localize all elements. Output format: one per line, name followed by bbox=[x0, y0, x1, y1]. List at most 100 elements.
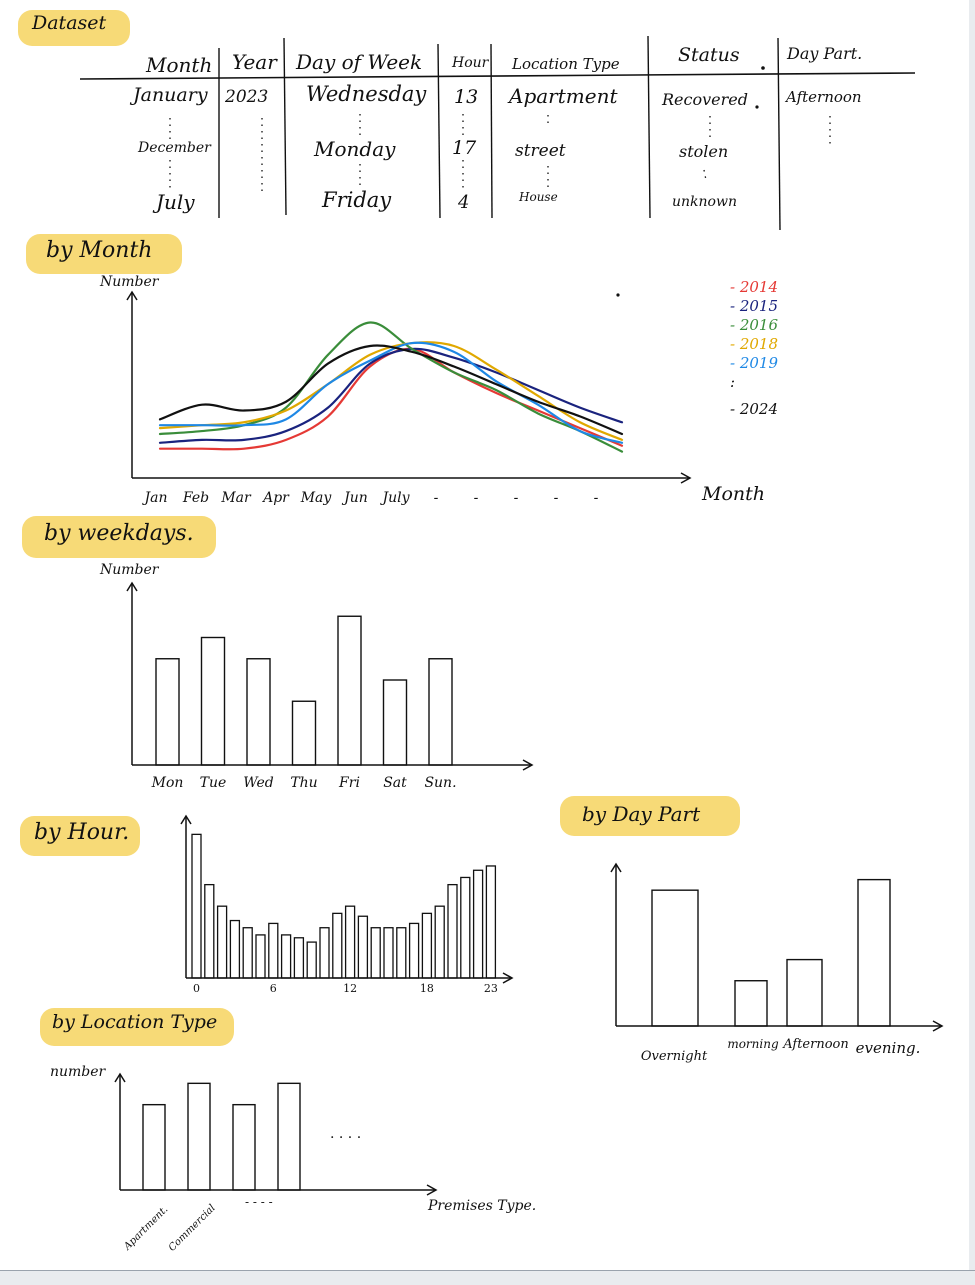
month-x-label: Month bbox=[701, 483, 765, 505]
cell-dow-r3: Friday bbox=[322, 188, 392, 212]
month-legend-entry: - 2016 bbox=[730, 316, 778, 334]
daypart-tick-label: evening. bbox=[856, 1039, 921, 1057]
hour-bar bbox=[344, 905, 356, 979]
col-header-location-type: Location Type bbox=[512, 55, 620, 73]
cell-month-r2: December bbox=[138, 140, 211, 156]
daypart-bar bbox=[734, 980, 768, 1027]
hour-bar bbox=[293, 937, 305, 979]
window-edge-right bbox=[969, 0, 975, 1285]
hour-bar bbox=[408, 922, 420, 979]
month-tick-label: - bbox=[594, 490, 599, 506]
month-legend-entry: - 2018 bbox=[730, 335, 778, 353]
weekday-tick-label: Sat bbox=[383, 775, 407, 791]
daypart-section-highlight bbox=[560, 796, 740, 836]
location-x-label: Premises Type. bbox=[427, 1198, 536, 1214]
hour-bar-chart: 0 6 12 18 23 bbox=[180, 814, 514, 995]
location-bar bbox=[142, 1103, 166, 1191]
month-tick-label: May bbox=[300, 490, 333, 506]
hour-chart-y-arrow bbox=[180, 814, 192, 825]
hour-tick-label: 18 bbox=[420, 982, 434, 995]
month-tick-label: - bbox=[554, 490, 559, 506]
daypart-bar bbox=[651, 889, 699, 1027]
hour-section-title: by Hour. bbox=[34, 820, 130, 845]
month-y-label: Number bbox=[99, 274, 160, 290]
cell-dow-r1: Wednesday bbox=[306, 82, 427, 106]
weekday-chart-x-arrow bbox=[522, 759, 534, 771]
month-series-line-2016 bbox=[158, 321, 624, 453]
cell-dow-r2: Monday bbox=[314, 137, 396, 161]
weekday-bar-chart: Number Mon Tue Wed Thu Fri Sat Sun. bbox=[99, 562, 534, 791]
hour-bar bbox=[332, 912, 343, 979]
hour-chart-x-arrow bbox=[502, 972, 514, 984]
month-legend-entry: : bbox=[730, 373, 735, 391]
col-header-month: Month bbox=[146, 53, 213, 77]
location-more-ticks: - - - - bbox=[245, 1195, 273, 1209]
hour-bar bbox=[485, 865, 497, 979]
cell-loc-r2: street bbox=[515, 141, 566, 161]
location-y-label: number bbox=[50, 1064, 107, 1080]
weekday-tick-label: Sun. bbox=[424, 775, 456, 791]
cell-loc-r3: House bbox=[519, 190, 558, 204]
hour-bar bbox=[229, 919, 241, 979]
dataset-title: Dataset bbox=[32, 12, 107, 34]
cell-hour-r2: 17 bbox=[452, 137, 477, 159]
month-legend-entry: - 2014 bbox=[730, 278, 778, 296]
hour-section-highlight bbox=[20, 816, 140, 856]
daypart-chart-y-arrow bbox=[610, 862, 622, 873]
cell-year-r1: 2023 bbox=[225, 87, 269, 107]
weekday-tick-label: Thu bbox=[290, 775, 317, 791]
cell-status-r2: stolen bbox=[679, 142, 729, 161]
hour-bar bbox=[447, 883, 458, 979]
hour-tick-label: 6 bbox=[270, 982, 277, 995]
cell-status-r3: unknown bbox=[672, 194, 737, 210]
month-tick-label: July bbox=[379, 490, 410, 506]
cell-month-r1: January bbox=[133, 84, 208, 106]
hour-bar bbox=[268, 922, 279, 979]
col-header-year: Year bbox=[232, 50, 277, 74]
location-section-title: by Location Type bbox=[52, 1011, 218, 1033]
hour-bar bbox=[255, 934, 266, 979]
location-ellipsis: . . . . bbox=[330, 1126, 361, 1142]
hour-bar bbox=[216, 905, 228, 979]
hour-bar bbox=[370, 927, 381, 979]
month-tick-label: Apr bbox=[261, 490, 290, 506]
month-series-line-2014 bbox=[158, 347, 624, 451]
weekday-bar bbox=[382, 679, 408, 766]
month-tick-label: Mar bbox=[220, 490, 252, 506]
month-tick-label: Feb bbox=[182, 490, 209, 506]
hour-tick-label: 12 bbox=[343, 982, 357, 995]
hour-bar bbox=[421, 912, 433, 979]
weekday-tick-label: Wed bbox=[243, 775, 274, 791]
weekday-bar bbox=[291, 700, 317, 766]
hour-tick-label: 23 bbox=[484, 982, 498, 995]
month-legend-entry: - 2024 bbox=[730, 400, 778, 418]
month-stray-dot bbox=[616, 293, 620, 297]
col-header-day-of-week: Day of Week bbox=[296, 50, 423, 74]
window-edge-line bbox=[0, 1270, 975, 1271]
daypart-bar bbox=[857, 878, 891, 1027]
hour-bar bbox=[383, 927, 394, 979]
hour-bar bbox=[306, 941, 317, 979]
daypart-bar-chart: Overnight morning Afternoon evening. bbox=[610, 862, 944, 1064]
cell-daypart-r1: Afternoon bbox=[786, 88, 862, 106]
location-section-highlight bbox=[40, 1008, 234, 1046]
hour-bar bbox=[434, 905, 445, 979]
daypart-tick-label: morning bbox=[727, 1037, 779, 1051]
hour-bar bbox=[204, 883, 215, 979]
col-header-status: Status bbox=[678, 44, 740, 66]
weekday-chart-y-arrow bbox=[126, 581, 138, 592]
location-bar bbox=[277, 1082, 301, 1191]
cell-loc-r1: Apartment bbox=[509, 84, 618, 108]
month-legend-entry: - 2015 bbox=[730, 297, 778, 315]
location-bar-chart: number Premises Type. . . . . - - - - Apartm… bbox=[50, 1064, 536, 1254]
hour-bar bbox=[191, 833, 202, 979]
weekdays-section-highlight bbox=[22, 516, 216, 558]
cell-status-r1: Recovered bbox=[662, 90, 748, 109]
weekday-tick-label: Mon bbox=[151, 775, 184, 791]
dataset-highlight bbox=[18, 10, 130, 46]
month-section-title: by Month bbox=[46, 238, 153, 263]
month-tick-label: - bbox=[514, 490, 519, 506]
dataset-table-lines bbox=[79, 35, 916, 230]
cell-hour-r1: 13 bbox=[454, 86, 479, 108]
daypart-bar bbox=[786, 958, 823, 1027]
